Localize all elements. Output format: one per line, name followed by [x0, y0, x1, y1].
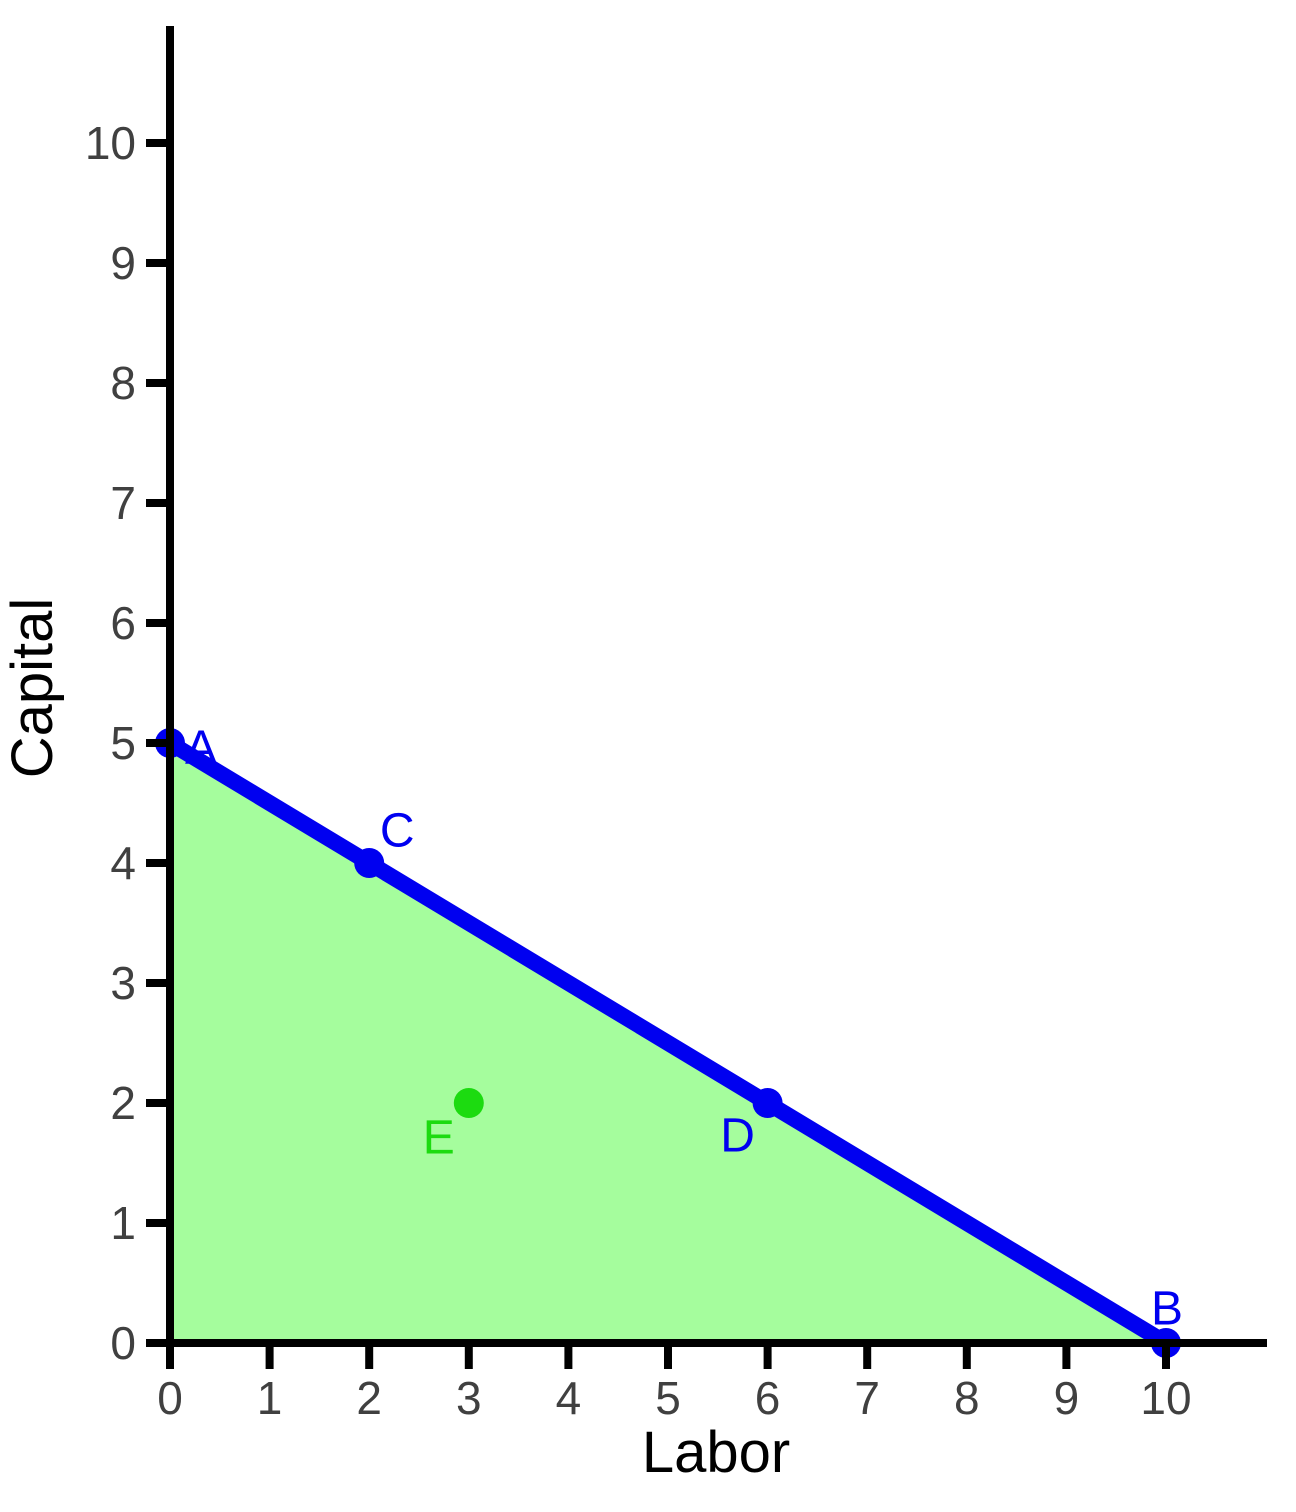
y-tick-label-1: 1 [110, 1197, 136, 1249]
point-c-label: C [380, 805, 415, 858]
y-tick-label-8: 8 [110, 357, 136, 409]
x-tick-label-4: 4 [556, 1372, 582, 1424]
y-tick-label-10: 10 [85, 117, 136, 169]
point-d-label: D [720, 1110, 755, 1163]
point-a-label: A [185, 722, 217, 775]
x-axis-title: Labor [642, 1420, 790, 1485]
y-tick-label-3: 3 [110, 957, 136, 1009]
point-e-label: E [423, 1112, 455, 1165]
point-c-marker [354, 848, 385, 878]
x-tick-label-2: 2 [356, 1372, 382, 1424]
x-tick-label-0: 0 [157, 1372, 183, 1424]
y-tick-label-0: 0 [110, 1317, 136, 1369]
y-axis-title: Capital [0, 598, 65, 779]
y-tick-label-6: 6 [110, 597, 136, 649]
x-tick-label-1: 1 [257, 1372, 283, 1424]
x-tick-label-9: 9 [1054, 1372, 1080, 1424]
x-tick-label-5: 5 [655, 1372, 681, 1424]
y-tick-label-2: 2 [110, 1077, 136, 1129]
y-tick-label-9: 9 [110, 237, 136, 289]
x-tick-label-3: 3 [456, 1372, 482, 1424]
point-b-label: B [1151, 1283, 1183, 1336]
point-e-marker [453, 1088, 484, 1118]
y-tick-label-4: 4 [110, 837, 136, 889]
isocost-line [165, 736, 1171, 1350]
y-tick-label-7: 7 [110, 477, 136, 529]
y-tick-label-5: 5 [110, 717, 136, 769]
x-tick-label-10: 10 [1140, 1372, 1191, 1424]
point-d-marker [752, 1088, 783, 1118]
x-tick-label-7: 7 [854, 1372, 880, 1424]
x-tick-label-8: 8 [954, 1372, 980, 1424]
x-tick-label-6: 6 [755, 1372, 781, 1424]
